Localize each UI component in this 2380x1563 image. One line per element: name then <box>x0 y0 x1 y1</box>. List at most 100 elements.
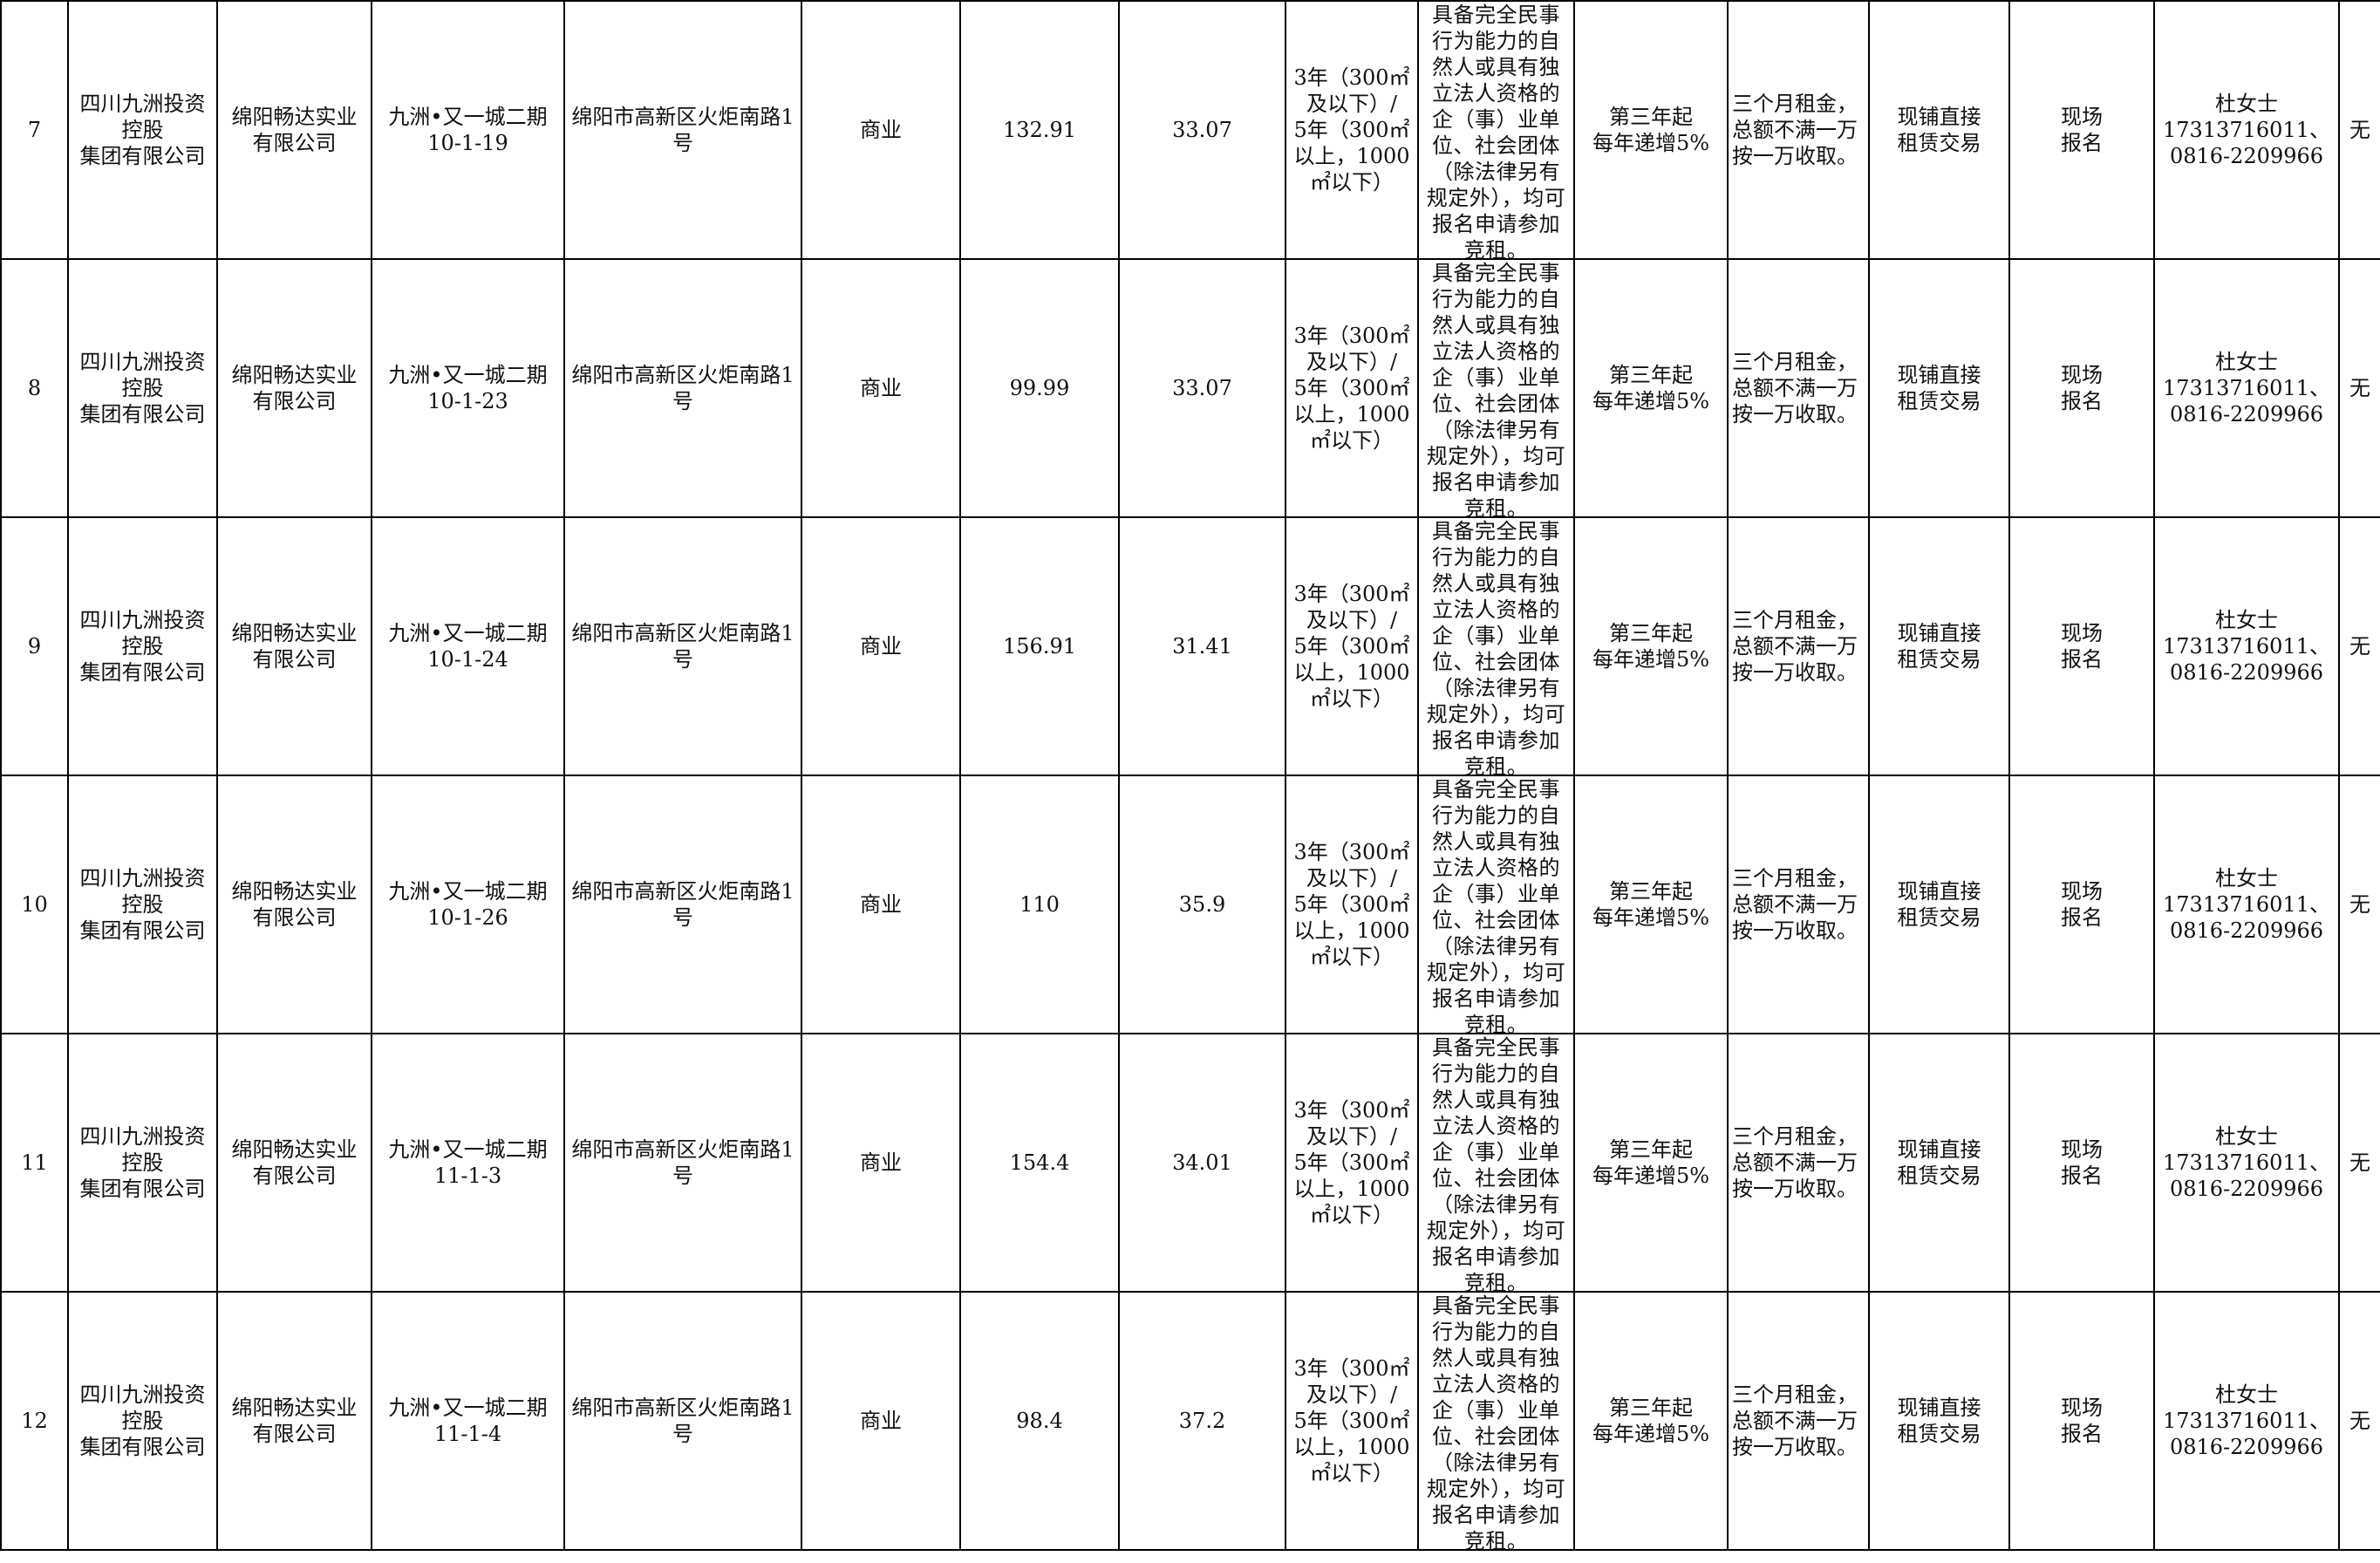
contact-cell: 杜女士 17313716011、 0816-2209966 <box>2153 258 2340 518</box>
usage-cell: 商业 <box>801 258 961 518</box>
contact-cell: 杜女士 17313716011、 0816-2209966 <box>2153 516 2340 776</box>
contact-cell: 杜女士 17313716011、 0816-2209966 <box>2153 0 2340 260</box>
qualification-cell: 具备完全民事行为能力的自然人或具有独立法人资格的企（事）业单位、社会团体（除法律… <box>1417 516 1575 776</box>
table-row: 10 四川九洲投资 控股 集团有限公司 绵阳畅达实业 有限公司 九洲•又一城二期 10… <box>0 775 2380 1034</box>
signup-method-cell: 现场 报名 <box>2008 1291 2155 1551</box>
qualification-text: 具备完全民事行为能力的自然人或具有独立法人资格的企（事）业单位、社会团体（除法律… <box>1426 1035 1566 1291</box>
rent-increase-cell: 第三年起 每年递增5% <box>1573 0 1729 260</box>
unit-cell: 九洲•又一城二期 11-1-3 <box>371 1033 565 1293</box>
contact-cell: 杜女士 17313716011、 0816-2209966 <box>2153 1291 2340 1551</box>
owner-cell: 四川九洲投资 控股 集团有限公司 <box>67 258 218 518</box>
lessor-cell: 绵阳畅达实业 有限公司 <box>216 0 372 260</box>
rent-increase-cell: 第三年起 每年递增5% <box>1573 1291 1729 1551</box>
lessor-cell: 绵阳畅达实业 有限公司 <box>216 775 372 1034</box>
table-row: 11 四川九洲投资 控股 集团有限公司 绵阳畅达实业 有限公司 九洲•又一城二期 11… <box>0 1033 2380 1293</box>
trade-method-cell: 现铺直接 租赁交易 <box>1868 258 2010 518</box>
signup-method-cell: 现场 报名 <box>2008 0 2155 260</box>
trade-method-cell: 现铺直接 租赁交易 <box>1868 1033 2010 1293</box>
address-cell: 绵阳市高新区火炬南路1 号 <box>563 516 802 776</box>
deposit-cell: 三个月租金， 总额不满一万 按一万收取。 <box>1727 1033 1870 1293</box>
qualification-text: 具备完全民事行为能力的自然人或具有独立法人资格的企（事）业单位、社会团体（除法律… <box>1426 3 1566 258</box>
signup-method-cell: 现场 报名 <box>2008 516 2155 776</box>
contact-cell: 杜女士 17313716011、 0816-2209966 <box>2153 775 2340 1034</box>
lease-term-cell: 3年（300㎡ 及以下）/ 5年（300㎡ 以上，1000 ㎡以下） <box>1285 1291 1419 1551</box>
remark-cell: 无 <box>2338 1033 2380 1293</box>
deposit-cell: 三个月租金， 总额不满一万 按一万收取。 <box>1727 1291 1870 1551</box>
deposit-cell: 三个月租金， 总额不满一万 按一万收取。 <box>1727 258 1870 518</box>
usage-cell: 商业 <box>801 775 961 1034</box>
owner-cell: 四川九洲投资 控股 集团有限公司 <box>67 516 218 776</box>
unit-cell: 九洲•又一城二期 10-1-24 <box>371 516 565 776</box>
area-cell: 132.91 <box>959 0 1120 260</box>
table-row: 12 四川九洲投资 控股 集团有限公司 绵阳畅达实业 有限公司 九洲•又一城二期 11… <box>0 1291 2380 1551</box>
address-cell: 绵阳市高新区火炬南路1 号 <box>563 775 802 1034</box>
remark-cell: 无 <box>2338 775 2380 1034</box>
lease-term-cell: 3年（300㎡ 及以下）/ 5年（300㎡ 以上，1000 ㎡以下） <box>1285 1033 1419 1293</box>
row-number-cell: 12 <box>0 1291 69 1551</box>
remark-cell: 无 <box>2338 258 2380 518</box>
address-cell: 绵阳市高新区火炬南路1 号 <box>563 258 802 518</box>
row-number-cell: 11 <box>0 1033 69 1293</box>
rent-increase-cell: 第三年起 每年递增5% <box>1573 258 1729 518</box>
table-row: 8 四川九洲投资 控股 集团有限公司 绵阳畅达实业 有限公司 九洲•又一城二期 10-… <box>0 258 2380 518</box>
remark-cell: 无 <box>2338 0 2380 260</box>
usage-cell: 商业 <box>801 1033 961 1293</box>
trade-method-cell: 现铺直接 租赁交易 <box>1868 0 2010 260</box>
row-number-cell: 9 <box>0 516 69 776</box>
usage-cell: 商业 <box>801 516 961 776</box>
signup-method-cell: 现场 报名 <box>2008 775 2155 1034</box>
unit-cell: 九洲•又一城二期 11-1-4 <box>371 1291 565 1551</box>
row-number-cell: 8 <box>0 258 69 518</box>
price-cell: 33.07 <box>1118 258 1286 518</box>
qualification-cell: 具备完全民事行为能力的自然人或具有独立法人资格的企（事）业单位、社会团体（除法律… <box>1417 258 1575 518</box>
trade-method-cell: 现铺直接 租赁交易 <box>1868 775 2010 1034</box>
lessor-cell: 绵阳畅达实业 有限公司 <box>216 516 372 776</box>
unit-cell: 九洲•又一城二期 10-1-19 <box>371 0 565 260</box>
trade-method-cell: 现铺直接 租赁交易 <box>1868 1291 2010 1551</box>
qualification-cell: 具备完全民事行为能力的自然人或具有独立法人资格的企（事）业单位、社会团体（除法律… <box>1417 1291 1575 1551</box>
price-cell: 34.01 <box>1118 1033 1286 1293</box>
lessor-cell: 绵阳畅达实业 有限公司 <box>216 1291 372 1551</box>
address-cell: 绵阳市高新区火炬南路1 号 <box>563 0 802 260</box>
rent-increase-cell: 第三年起 每年递增5% <box>1573 1033 1729 1293</box>
lease-term-cell: 3年（300㎡ 及以下）/ 5年（300㎡ 以上，1000 ㎡以下） <box>1285 775 1419 1034</box>
table-row: 9 四川九洲投资 控股 集团有限公司 绵阳畅达实业 有限公司 九洲•又一城二期 10-… <box>0 516 2380 776</box>
qualification-cell: 具备完全民事行为能力的自然人或具有独立法人资格的企（事）业单位、社会团体（除法律… <box>1417 775 1575 1034</box>
owner-cell: 四川九洲投资 控股 集团有限公司 <box>67 1033 218 1293</box>
rent-increase-cell: 第三年起 每年递增5% <box>1573 516 1729 776</box>
deposit-cell: 三个月租金， 总额不满一万 按一万收取。 <box>1727 516 1870 776</box>
trade-method-cell: 现铺直接 租赁交易 <box>1868 516 2010 776</box>
price-cell: 33.07 <box>1118 0 1286 260</box>
owner-cell: 四川九洲投资 控股 集团有限公司 <box>67 1291 218 1551</box>
owner-cell: 四川九洲投资 控股 集团有限公司 <box>67 775 218 1034</box>
contact-cell: 杜女士 17313716011、 0816-2209966 <box>2153 1033 2340 1293</box>
table-row: 7 四川九洲投资 控股 集团有限公司 绵阳畅达实业 有限公司 九洲•又一城二期 10-… <box>0 0 2380 260</box>
area-cell: 154.4 <box>959 1033 1120 1293</box>
signup-method-cell: 现场 报名 <box>2008 1033 2155 1293</box>
deposit-cell: 三个月租金， 总额不满一万 按一万收取。 <box>1727 775 1870 1034</box>
row-number-cell: 10 <box>0 775 69 1034</box>
owner-cell: 四川九洲投资 控股 集团有限公司 <box>67 0 218 260</box>
area-cell: 156.91 <box>959 516 1120 776</box>
rent-increase-cell: 第三年起 每年递增5% <box>1573 775 1729 1034</box>
lease-term-cell: 3年（300㎡ 及以下）/ 5年（300㎡ 以上，1000 ㎡以下） <box>1285 258 1419 518</box>
qualification-cell: 具备完全民事行为能力的自然人或具有独立法人资格的企（事）业单位、社会团体（除法律… <box>1417 0 1575 260</box>
remark-cell: 无 <box>2338 1291 2380 1551</box>
area-cell: 110 <box>959 775 1120 1034</box>
lessor-cell: 绵阳畅达实业 有限公司 <box>216 1033 372 1293</box>
price-cell: 31.41 <box>1118 516 1286 776</box>
qualification-cell: 具备完全民事行为能力的自然人或具有独立法人资格的企（事）业单位、社会团体（除法律… <box>1417 1033 1575 1293</box>
address-cell: 绵阳市高新区火炬南路1 号 <box>563 1033 802 1293</box>
area-cell: 98.4 <box>959 1291 1120 1551</box>
remark-cell: 无 <box>2338 516 2380 776</box>
usage-cell: 商业 <box>801 0 961 260</box>
address-cell: 绵阳市高新区火炬南路1 号 <box>563 1291 802 1551</box>
lease-term-cell: 3年（300㎡ 及以下）/ 5年（300㎡ 以上，1000 ㎡以下） <box>1285 0 1419 260</box>
unit-cell: 九洲•又一城二期 10-1-26 <box>371 775 565 1034</box>
lessor-cell: 绵阳畅达实业 有限公司 <box>216 258 372 518</box>
signup-method-cell: 现场 报名 <box>2008 258 2155 518</box>
qualification-text: 具备完全民事行为能力的自然人或具有独立法人资格的企（事）业单位、社会团体（除法律… <box>1426 519 1566 775</box>
price-cell: 37.2 <box>1118 1291 1286 1551</box>
lease-term-cell: 3年（300㎡ 及以下）/ 5年（300㎡ 以上，1000 ㎡以下） <box>1285 516 1419 776</box>
